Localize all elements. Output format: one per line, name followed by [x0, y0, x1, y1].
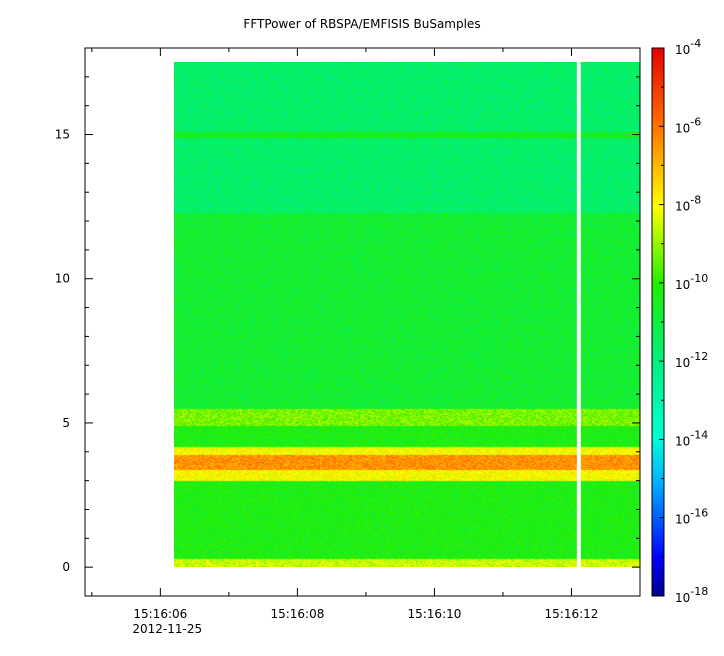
- spectrogram-heatmap: [174, 62, 640, 567]
- y-tick-label: 0: [62, 560, 70, 574]
- y-tick-label: 5: [62, 416, 70, 430]
- colorbar-tick-label: 10-6: [675, 115, 701, 135]
- colorbar-tick-label: 10-14: [675, 428, 708, 448]
- x-tick-label: 15:16:06: [133, 607, 187, 621]
- colorbar-tick-label: 10-18: [675, 585, 708, 605]
- y-tick-label: 10: [55, 272, 70, 286]
- colorbar-tick-label: 10-4: [675, 37, 701, 57]
- x-axis: 15:16:06 15:16:08 15:16:10 15:16:12 2012-11-…: [91, 48, 641, 636]
- data-gap: [576, 62, 581, 567]
- x-tick-label: 15:16:08: [270, 607, 324, 621]
- colorbar-axis: 10-4 10-6 10-8 10-10 10-12 10-14 10-16 10-18: [659, 37, 708, 605]
- y-tick-label: 15: [55, 128, 70, 142]
- colorbar-tick-label: 10-16: [675, 507, 708, 527]
- colorbar-tick-label: 10-12: [675, 350, 708, 370]
- x-date-label: 2012-11-25: [132, 622, 202, 636]
- chart-title: FFTPower of RBSPA/EMFISIS BuSamples: [243, 17, 481, 31]
- plot-frame: [84, 47, 641, 597]
- x-tick-label: 15:16:10: [407, 607, 461, 621]
- colorbar-tick-label: 10-8: [675, 194, 701, 214]
- colorbar-tick-label: 10-10: [675, 272, 708, 292]
- x-tick-label: 15:16:12: [545, 607, 599, 621]
- y-axis: 0 5 10 15: [55, 76, 640, 574]
- spectrogram-image: [174, 62, 640, 567]
